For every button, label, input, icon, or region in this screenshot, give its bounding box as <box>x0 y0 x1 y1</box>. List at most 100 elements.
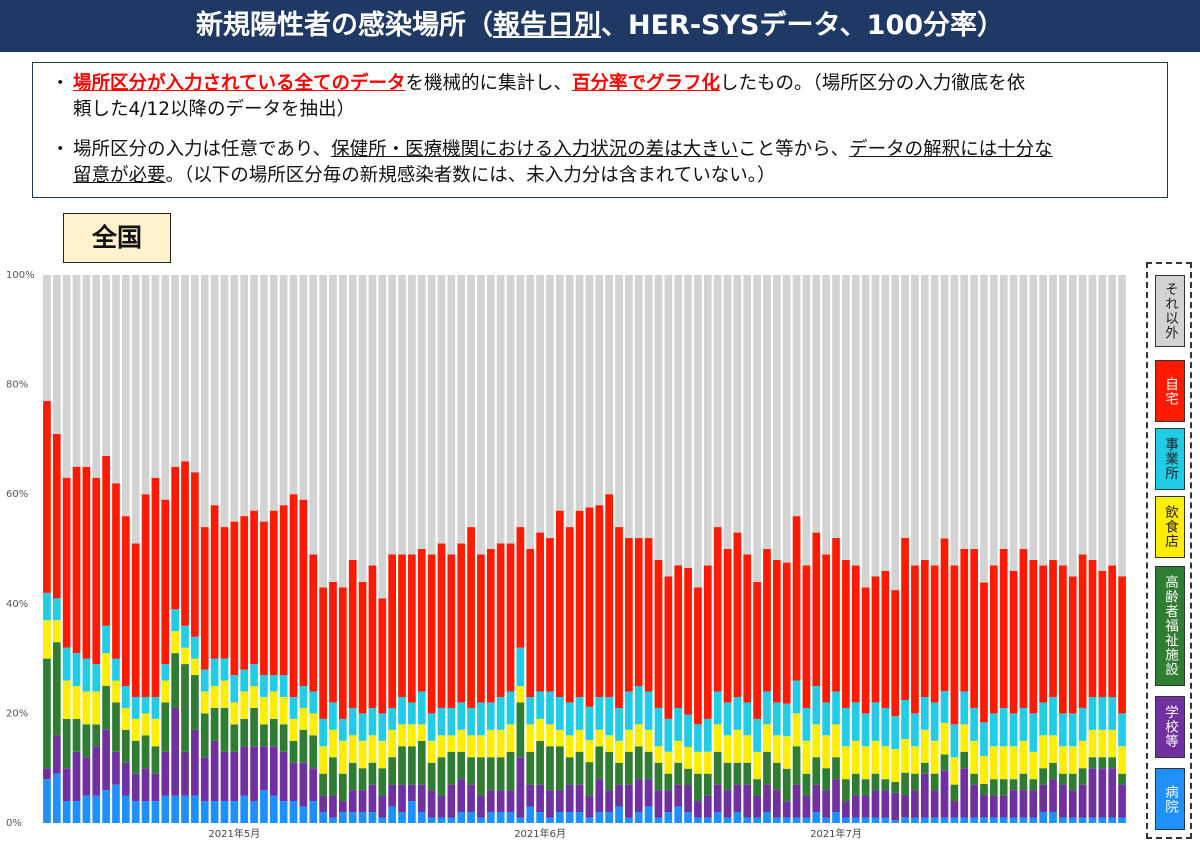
bar-segment-学校等 <box>585 795 594 818</box>
bar-segment-事業所 <box>802 707 811 741</box>
bar-segment-飲食店 <box>644 729 653 752</box>
bar-segment-自宅 <box>526 549 535 697</box>
bar-segment-自宅 <box>782 562 791 704</box>
bar-segment-自宅 <box>467 527 475 708</box>
bar-segment-事業所 <box>575 696 584 730</box>
bar-segment-高齢者福祉施設 <box>753 779 761 796</box>
bar-segment-事業所 <box>289 696 298 719</box>
bar-segment-飲食店 <box>999 746 1008 780</box>
bar-segment-自宅 <box>842 559 850 708</box>
bar-segment-高齢者福祉施設 <box>772 762 781 791</box>
bar-segment-事業所 <box>634 686 643 725</box>
bar-segment-飲食店 <box>417 724 426 741</box>
bar-segment-高齢者福祉施設 <box>299 729 308 763</box>
bar-segment-高齢者福祉施設 <box>467 757 475 785</box>
bar-segment-事業所 <box>131 696 140 719</box>
bar-segment-事業所 <box>595 696 604 730</box>
bar-segment-それ以外 <box>62 275 71 478</box>
bar-segment-それ以外 <box>713 275 722 528</box>
bar-segment-飲食店 <box>43 620 51 659</box>
bar-segment-自宅 <box>792 516 801 681</box>
bar-segment-学校等 <box>240 746 249 796</box>
bar-segment-学校等 <box>496 790 505 813</box>
bar-segment-自宅 <box>200 527 209 670</box>
bar-segment-それ以外 <box>319 275 327 588</box>
bar-segment-事業所 <box>43 592 51 621</box>
bar-segment-学校等 <box>269 746 278 796</box>
bar-segment-学校等 <box>417 784 426 813</box>
bar-segment-自宅 <box>52 433 61 599</box>
note-line-2: 頼した4/12以降のデータを抽出） <box>73 99 356 120</box>
bar-segment-自宅 <box>408 554 416 703</box>
bar-segment-学校等 <box>989 795 998 818</box>
legend-label: 病院 <box>1162 784 1178 814</box>
bar-segment-学校等 <box>92 746 101 796</box>
bar-segment-学校等 <box>792 784 801 818</box>
bar-segment-それ以外 <box>1108 275 1117 566</box>
bar-segment-学校等 <box>477 795 485 818</box>
bar-segment-事業所 <box>822 702 830 736</box>
bar-segment-飲食店 <box>1088 729 1097 758</box>
bar-segment-飲食店 <box>930 740 939 774</box>
bar-segment-それ以外 <box>496 275 505 544</box>
bar-segment-自宅 <box>920 559 929 697</box>
bar-segment-それ以外 <box>299 275 308 500</box>
bar-segment-それ以外 <box>141 275 150 495</box>
bar-segment-それ以外 <box>457 275 466 544</box>
bar-segment-飲食店 <box>151 718 160 747</box>
bar-segment-学校等 <box>970 784 978 818</box>
legend-label: 高齢者福祉施設 <box>1162 575 1178 677</box>
bar-segment-飲食店 <box>279 696 288 725</box>
bar-segment-病院 <box>1098 817 1107 823</box>
bar-segment-自宅 <box>151 477 160 697</box>
bar-segment-病院 <box>802 817 811 823</box>
bar-segment-学校等 <box>1029 790 1038 818</box>
bar-segment-それ以外 <box>1049 275 1057 560</box>
bar-segment-高齢者福祉施設 <box>358 768 367 791</box>
bar-segment-事業所 <box>772 702 781 736</box>
bar-segment-それ以外 <box>625 275 633 539</box>
bar-segment-学校等 <box>911 790 919 818</box>
bar-segment-それ以外 <box>171 275 179 467</box>
bar-segment-事業所 <box>763 691 771 725</box>
bar-segment-事業所 <box>388 707 396 730</box>
bar-segment-それ以外 <box>664 275 673 577</box>
bar-segment-高齢者福祉施設 <box>733 762 742 785</box>
bar-segment-病院 <box>368 812 377 823</box>
bar-segment-事業所 <box>970 707 978 741</box>
bar-segment-自宅 <box>368 565 377 708</box>
bar-segment-学校等 <box>733 784 742 813</box>
bar-segment-学校等 <box>654 790 663 818</box>
bar-segment-それ以外 <box>753 275 761 582</box>
bar-segment-事業所 <box>260 675 268 697</box>
bar-segment-事業所 <box>842 707 850 747</box>
bar-segment-自宅 <box>674 565 683 708</box>
bar-segment-自宅 <box>989 565 998 714</box>
bar-segment-高齢者福祉施設 <box>62 718 71 769</box>
bar-segment-自宅 <box>358 581 367 714</box>
bar-segment-学校等 <box>723 790 732 818</box>
bar-segment-それ以外 <box>684 275 692 568</box>
bar-segment-高齢者福祉施設 <box>338 773 347 802</box>
bar-segment-病院 <box>72 801 81 823</box>
bar-segment-事業所 <box>536 691 544 719</box>
bar-segment-事業所 <box>812 686 821 725</box>
bar-segment-それ以外 <box>1039 275 1047 566</box>
legend-label: 学校等 <box>1162 705 1178 749</box>
bar-segment-それ以外 <box>1059 275 1067 566</box>
bar-segment-病院 <box>437 817 446 823</box>
bar-segment-学校等 <box>644 779 653 807</box>
bar-segment-病院 <box>644 806 653 823</box>
bar-segment-それ以外 <box>486 275 495 549</box>
bar-segment-高齢者福祉施設 <box>595 746 604 780</box>
bar-segment-高齢者福祉施設 <box>703 773 712 796</box>
bar-segment-事業所 <box>181 625 189 648</box>
bar-segment-飲食店 <box>980 755 988 784</box>
bar-segment-飲食店 <box>131 718 140 741</box>
bar-segment-事業所 <box>141 696 150 714</box>
bar-segment-高齢者福祉施設 <box>802 773 811 796</box>
y-tick-label: 0% <box>6 818 22 829</box>
bar-segment-病院 <box>210 801 219 823</box>
bar-segment-それ以外 <box>220 275 229 528</box>
bar-segment-自宅 <box>486 549 495 703</box>
